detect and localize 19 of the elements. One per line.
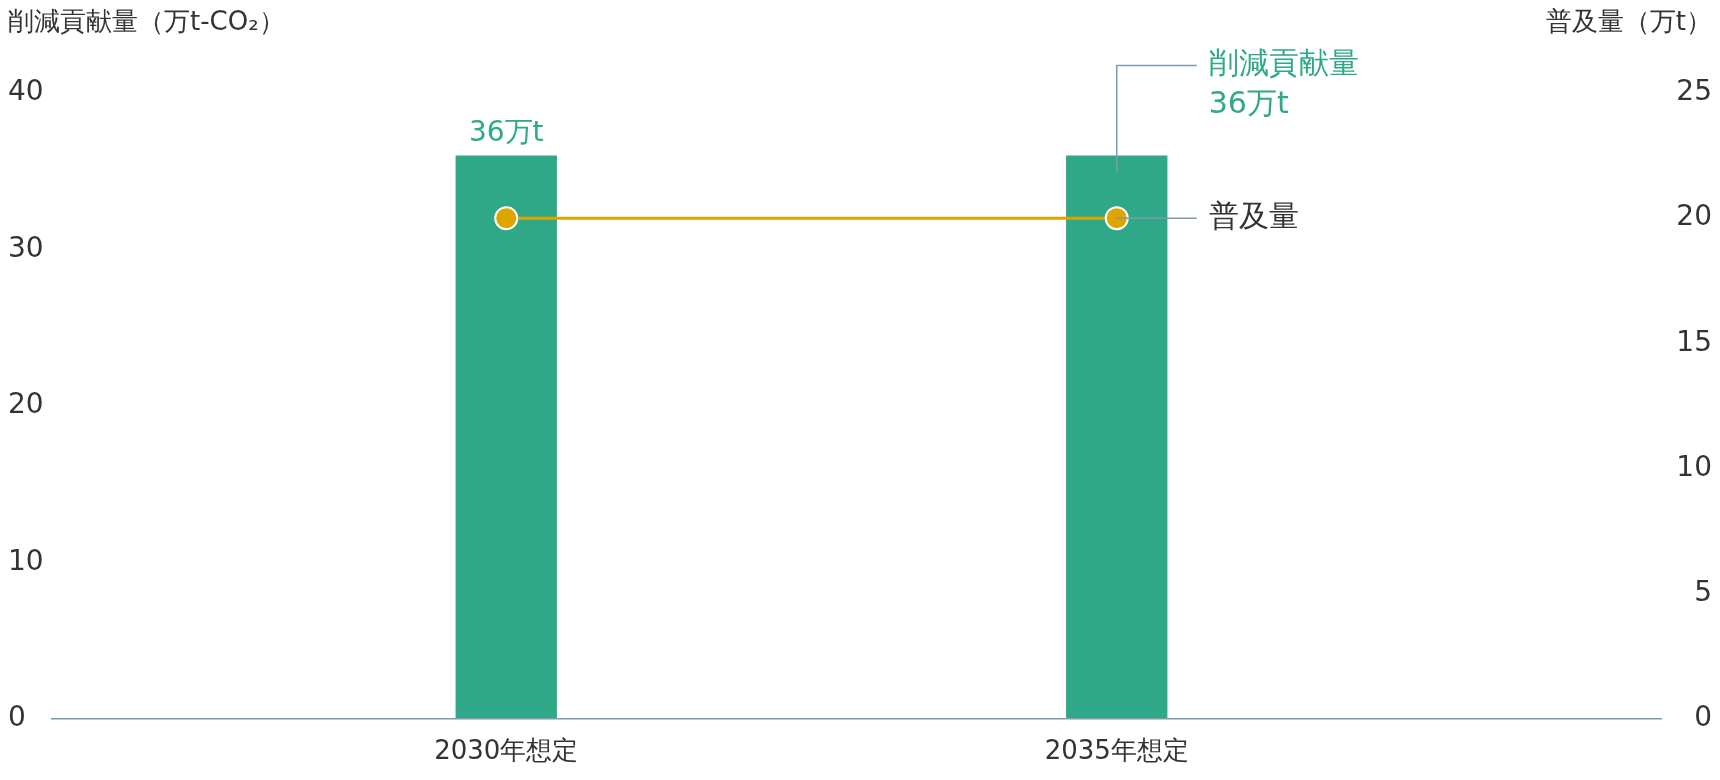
y-tick-label: 10	[8, 543, 44, 577]
y2-tick-label: 10	[1676, 449, 1712, 483]
y2-axis-title: 普及量（万t）	[1545, 5, 1712, 36]
y2-tick-label: 5	[1694, 574, 1712, 608]
y-tick-label: 40	[8, 74, 44, 108]
x-tick-label: 2035年想定	[1044, 735, 1189, 766]
y2-tick-label: 15	[1676, 324, 1712, 358]
y-tick-label: 20	[8, 387, 44, 421]
data-label: 36万t	[468, 114, 544, 148]
y-tick-label: 30	[8, 230, 44, 264]
text: 削減貢献量	[1208, 45, 1359, 81]
annotation: 36万t	[1208, 85, 1289, 121]
y2-tick-label: 0	[1694, 700, 1712, 734]
y-tick-label: 0	[8, 700, 26, 734]
x-tick-label: 2030年想定	[434, 735, 579, 766]
y2-tick-label: 25	[1676, 74, 1712, 108]
text: 普及量	[1208, 197, 1299, 233]
y-axis-title: 削減貢献量（万t-CO₂）	[8, 5, 285, 36]
y2-tick-label: 20	[1676, 199, 1712, 233]
